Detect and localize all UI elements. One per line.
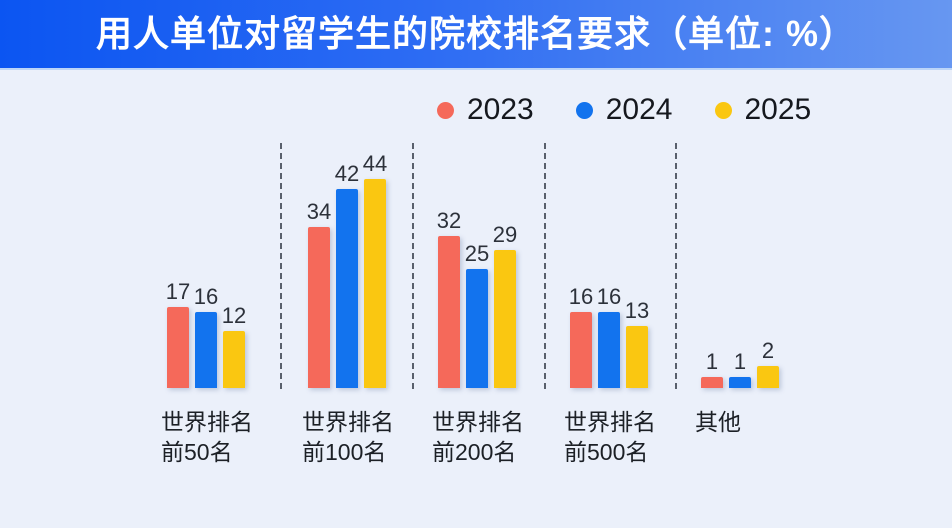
bar-value-label: 17	[165, 279, 191, 305]
bar-value-label: 44	[362, 151, 388, 176]
legend-label-2023: 2023	[467, 93, 534, 126]
category-label: 世界排名 前200名	[432, 409, 524, 465]
bar-cell: 1	[701, 351, 723, 388]
bar-value-label: 16	[568, 284, 594, 309]
bar-2023	[308, 226, 330, 388]
bar-value-label: 25	[464, 241, 490, 267]
bar-value-label: 42	[334, 160, 360, 186]
bar-2024	[598, 312, 620, 388]
bar-cell: 16	[568, 284, 594, 388]
bar-cell: 34	[306, 198, 332, 388]
bar-value-label: 32	[436, 208, 462, 233]
bar-value-label: 13	[624, 298, 650, 324]
legend-label-2024: 2024	[605, 93, 673, 126]
bar-value-label: 1	[733, 349, 747, 375]
bar-2025	[757, 366, 779, 388]
bar-cell: 16	[596, 284, 622, 388]
bar-value-label: 16	[193, 284, 219, 309]
bar-cell: 32	[436, 208, 462, 388]
legend-item-2023: 2023	[437, 95, 534, 125]
bar-2023	[438, 236, 460, 388]
legend-label-2025: 2025	[744, 93, 812, 126]
bar-cell: 13	[624, 298, 650, 388]
category-label: 其他	[695, 409, 741, 435]
bar-cell: 16	[193, 284, 219, 388]
legend-dot-2023	[437, 101, 454, 119]
bar-cell: 29	[492, 222, 518, 388]
group-separator	[544, 143, 546, 389]
bar-value-label: 16	[596, 284, 622, 309]
bar-value-label: 29	[492, 222, 518, 248]
bar-group-3: 32 25 29	[436, 138, 518, 388]
bar-cell: 2	[757, 340, 779, 388]
bar-cell: 44	[362, 151, 388, 388]
bar-2023	[167, 307, 189, 388]
legend-dot-2024	[575, 101, 593, 119]
bar-value-label: 2	[761, 338, 775, 364]
bar-2025	[494, 250, 516, 388]
bar-2025	[364, 179, 386, 388]
bar-2025	[223, 331, 245, 388]
bar-value-label: 34	[306, 198, 332, 224]
bar-group-4: 16 16 13	[568, 138, 650, 388]
bar-2025	[626, 326, 648, 388]
bar-2023	[570, 312, 592, 388]
bar-2024	[195, 312, 217, 388]
bar-2024	[466, 269, 488, 388]
group-separator	[675, 143, 677, 389]
group-separator	[412, 143, 414, 389]
chart-title: 用人单位对留学生的院校排名要求（单位: %）	[95, 13, 856, 54]
chart-title-banner: 用人单位对留学生的院校排名要求（单位: %）	[0, 0, 952, 70]
bar-group-1: 17 16 12	[165, 138, 247, 388]
category-label: 世界排名 前100名	[302, 409, 394, 465]
legend-item-2025: 2025	[714, 93, 812, 126]
legend-dot-2025	[714, 101, 732, 119]
bar-cell: 1	[729, 351, 751, 388]
bar-2024	[729, 377, 751, 388]
legend-item-2024: 2024	[575, 93, 673, 126]
bar-value-label: 1	[705, 349, 719, 375]
bar-cell: 25	[464, 241, 490, 388]
bar-2024	[336, 188, 358, 388]
bar-cell: 12	[221, 303, 247, 388]
category-label: 世界排名 前500名	[564, 409, 656, 465]
bar-group-2: 34 42 44	[306, 138, 388, 388]
legend: 2023 2024 2025	[437, 90, 811, 130]
category-label: 世界排名 前50名	[161, 409, 253, 465]
group-separator	[280, 143, 282, 389]
bar-value-label: 12	[221, 303, 247, 328]
bar-cell: 42	[334, 160, 360, 388]
bar-cell: 17	[165, 279, 191, 388]
bar-2023	[701, 377, 723, 388]
